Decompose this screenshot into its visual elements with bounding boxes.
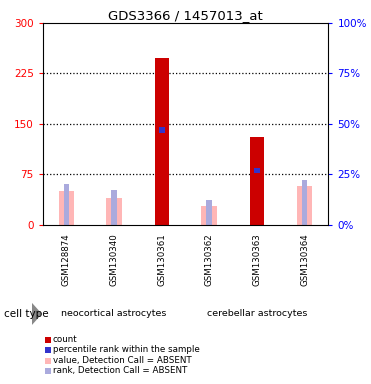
- Polygon shape: [32, 303, 42, 325]
- Bar: [201, 207, 217, 225]
- Bar: [206, 200, 212, 225]
- Text: cell type: cell type: [4, 309, 48, 319]
- Text: rank, Detection Call = ABSENT: rank, Detection Call = ABSENT: [53, 366, 187, 375]
- Text: GSM130363: GSM130363: [252, 233, 262, 286]
- Bar: [254, 167, 260, 173]
- Bar: [159, 127, 165, 132]
- Text: GSM130362: GSM130362: [205, 233, 214, 286]
- Text: count: count: [53, 335, 78, 344]
- Bar: [302, 180, 308, 225]
- Text: value, Detection Call = ABSENT: value, Detection Call = ABSENT: [53, 356, 191, 365]
- Text: neocortical astrocytes: neocortical astrocytes: [61, 310, 167, 318]
- Bar: [106, 198, 122, 225]
- Bar: [250, 137, 264, 225]
- Text: GSM130361: GSM130361: [157, 233, 166, 286]
- Bar: [59, 191, 74, 225]
- Text: percentile rank within the sample: percentile rank within the sample: [53, 345, 200, 354]
- Text: cerebellar astrocytes: cerebellar astrocytes: [207, 310, 307, 318]
- Bar: [111, 190, 117, 225]
- Text: GSM130364: GSM130364: [300, 233, 309, 286]
- Text: GSM128874: GSM128874: [62, 233, 71, 286]
- Bar: [297, 186, 312, 225]
- Title: GDS3366 / 1457013_at: GDS3366 / 1457013_at: [108, 9, 263, 22]
- Text: GSM130340: GSM130340: [109, 233, 119, 286]
- Bar: [63, 184, 69, 225]
- Bar: [155, 58, 168, 225]
